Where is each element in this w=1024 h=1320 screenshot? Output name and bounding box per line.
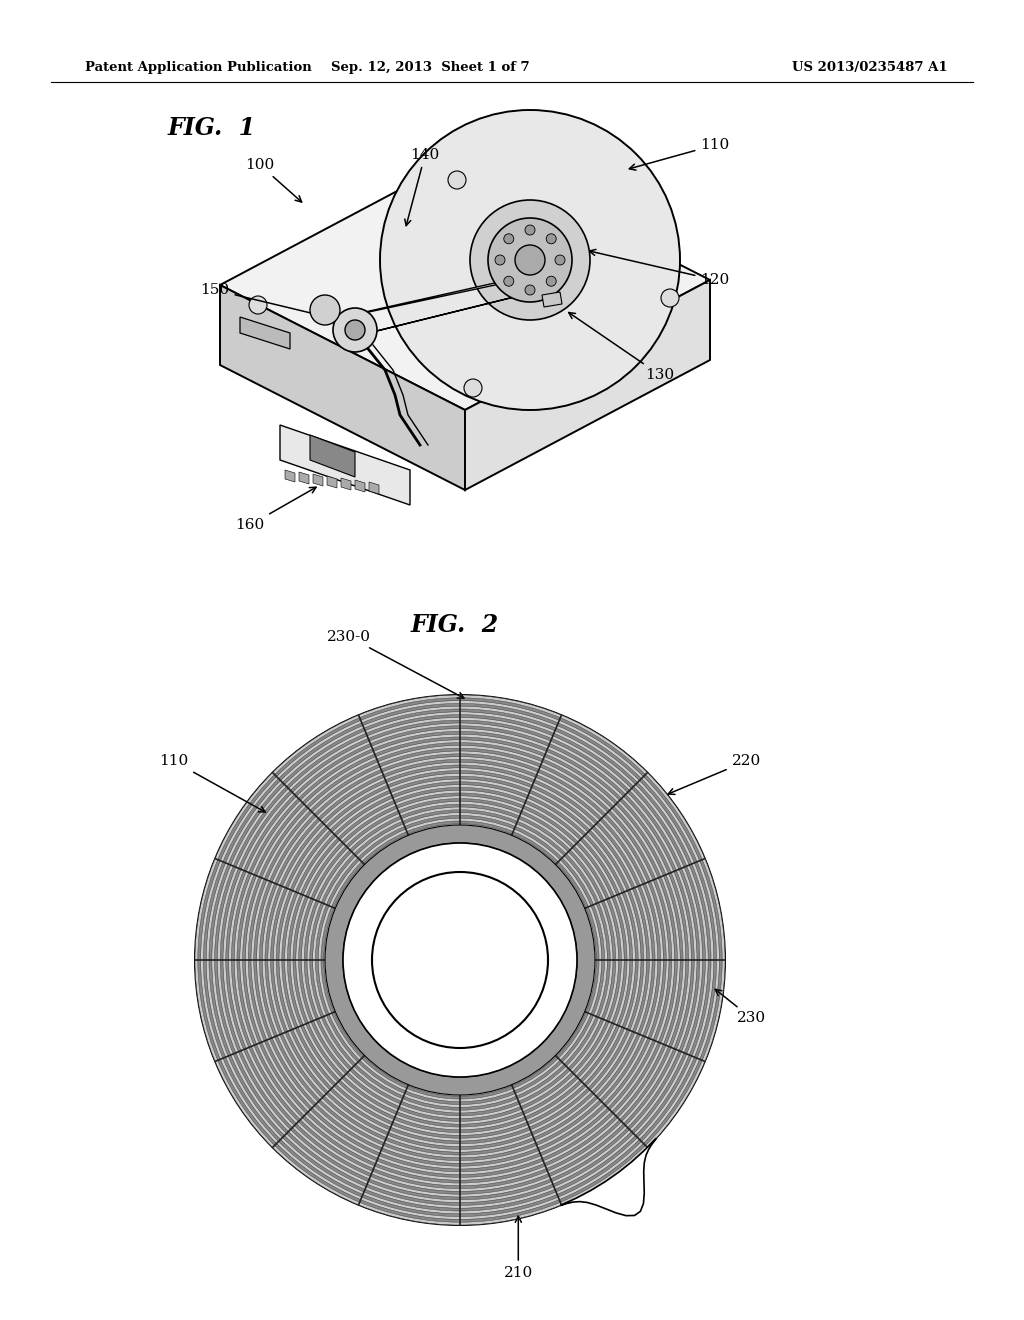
Polygon shape <box>360 286 555 335</box>
Text: 130: 130 <box>568 313 675 381</box>
Text: 230-M: 230-M <box>435 928 485 942</box>
Circle shape <box>343 843 577 1077</box>
Circle shape <box>449 172 466 189</box>
Circle shape <box>464 379 482 397</box>
Text: US 2013/0235487 A1: US 2013/0235487 A1 <box>793 62 948 74</box>
Circle shape <box>249 296 267 314</box>
Circle shape <box>662 289 679 308</box>
Polygon shape <box>285 470 295 482</box>
Circle shape <box>525 224 535 235</box>
Polygon shape <box>341 478 351 490</box>
Polygon shape <box>542 292 562 308</box>
Text: 100: 100 <box>246 158 302 202</box>
Circle shape <box>195 696 725 1225</box>
Text: 140: 140 <box>404 148 439 226</box>
Polygon shape <box>220 154 710 411</box>
Text: 110: 110 <box>630 139 730 170</box>
Polygon shape <box>327 477 337 488</box>
Polygon shape <box>310 436 355 477</box>
Polygon shape <box>369 482 379 494</box>
Polygon shape <box>240 317 290 348</box>
Polygon shape <box>355 480 365 492</box>
Text: 220: 220 <box>669 754 761 795</box>
Circle shape <box>310 294 340 325</box>
Text: Patent Application Publication: Patent Application Publication <box>85 62 311 74</box>
Text: 150: 150 <box>201 282 336 321</box>
Text: 110: 110 <box>159 754 265 812</box>
Circle shape <box>495 255 505 265</box>
Circle shape <box>372 873 548 1048</box>
Polygon shape <box>561 1139 656 1216</box>
Circle shape <box>488 218 572 302</box>
Circle shape <box>345 319 365 341</box>
Circle shape <box>555 255 565 265</box>
Text: Sep. 12, 2013  Sheet 1 of 7: Sep. 12, 2013 Sheet 1 of 7 <box>331 62 529 74</box>
Polygon shape <box>350 280 508 315</box>
Polygon shape <box>299 473 309 484</box>
Text: 120: 120 <box>590 249 730 286</box>
Circle shape <box>546 276 556 286</box>
Circle shape <box>525 285 535 294</box>
Text: FIG.  2: FIG. 2 <box>411 612 499 638</box>
Circle shape <box>504 234 514 244</box>
Circle shape <box>333 308 377 352</box>
Circle shape <box>470 201 590 319</box>
Text: 230-0: 230-0 <box>327 630 464 698</box>
Text: 160: 160 <box>236 487 316 532</box>
Circle shape <box>515 246 545 275</box>
Text: 210: 210 <box>504 1216 532 1279</box>
Circle shape <box>504 276 514 286</box>
Text: 230: 230 <box>715 989 766 1026</box>
Polygon shape <box>220 285 465 490</box>
Polygon shape <box>280 425 410 506</box>
Polygon shape <box>313 474 323 486</box>
Text: FIG.  1: FIG. 1 <box>168 116 256 140</box>
Circle shape <box>546 234 556 244</box>
Circle shape <box>380 110 680 411</box>
Polygon shape <box>465 280 710 490</box>
